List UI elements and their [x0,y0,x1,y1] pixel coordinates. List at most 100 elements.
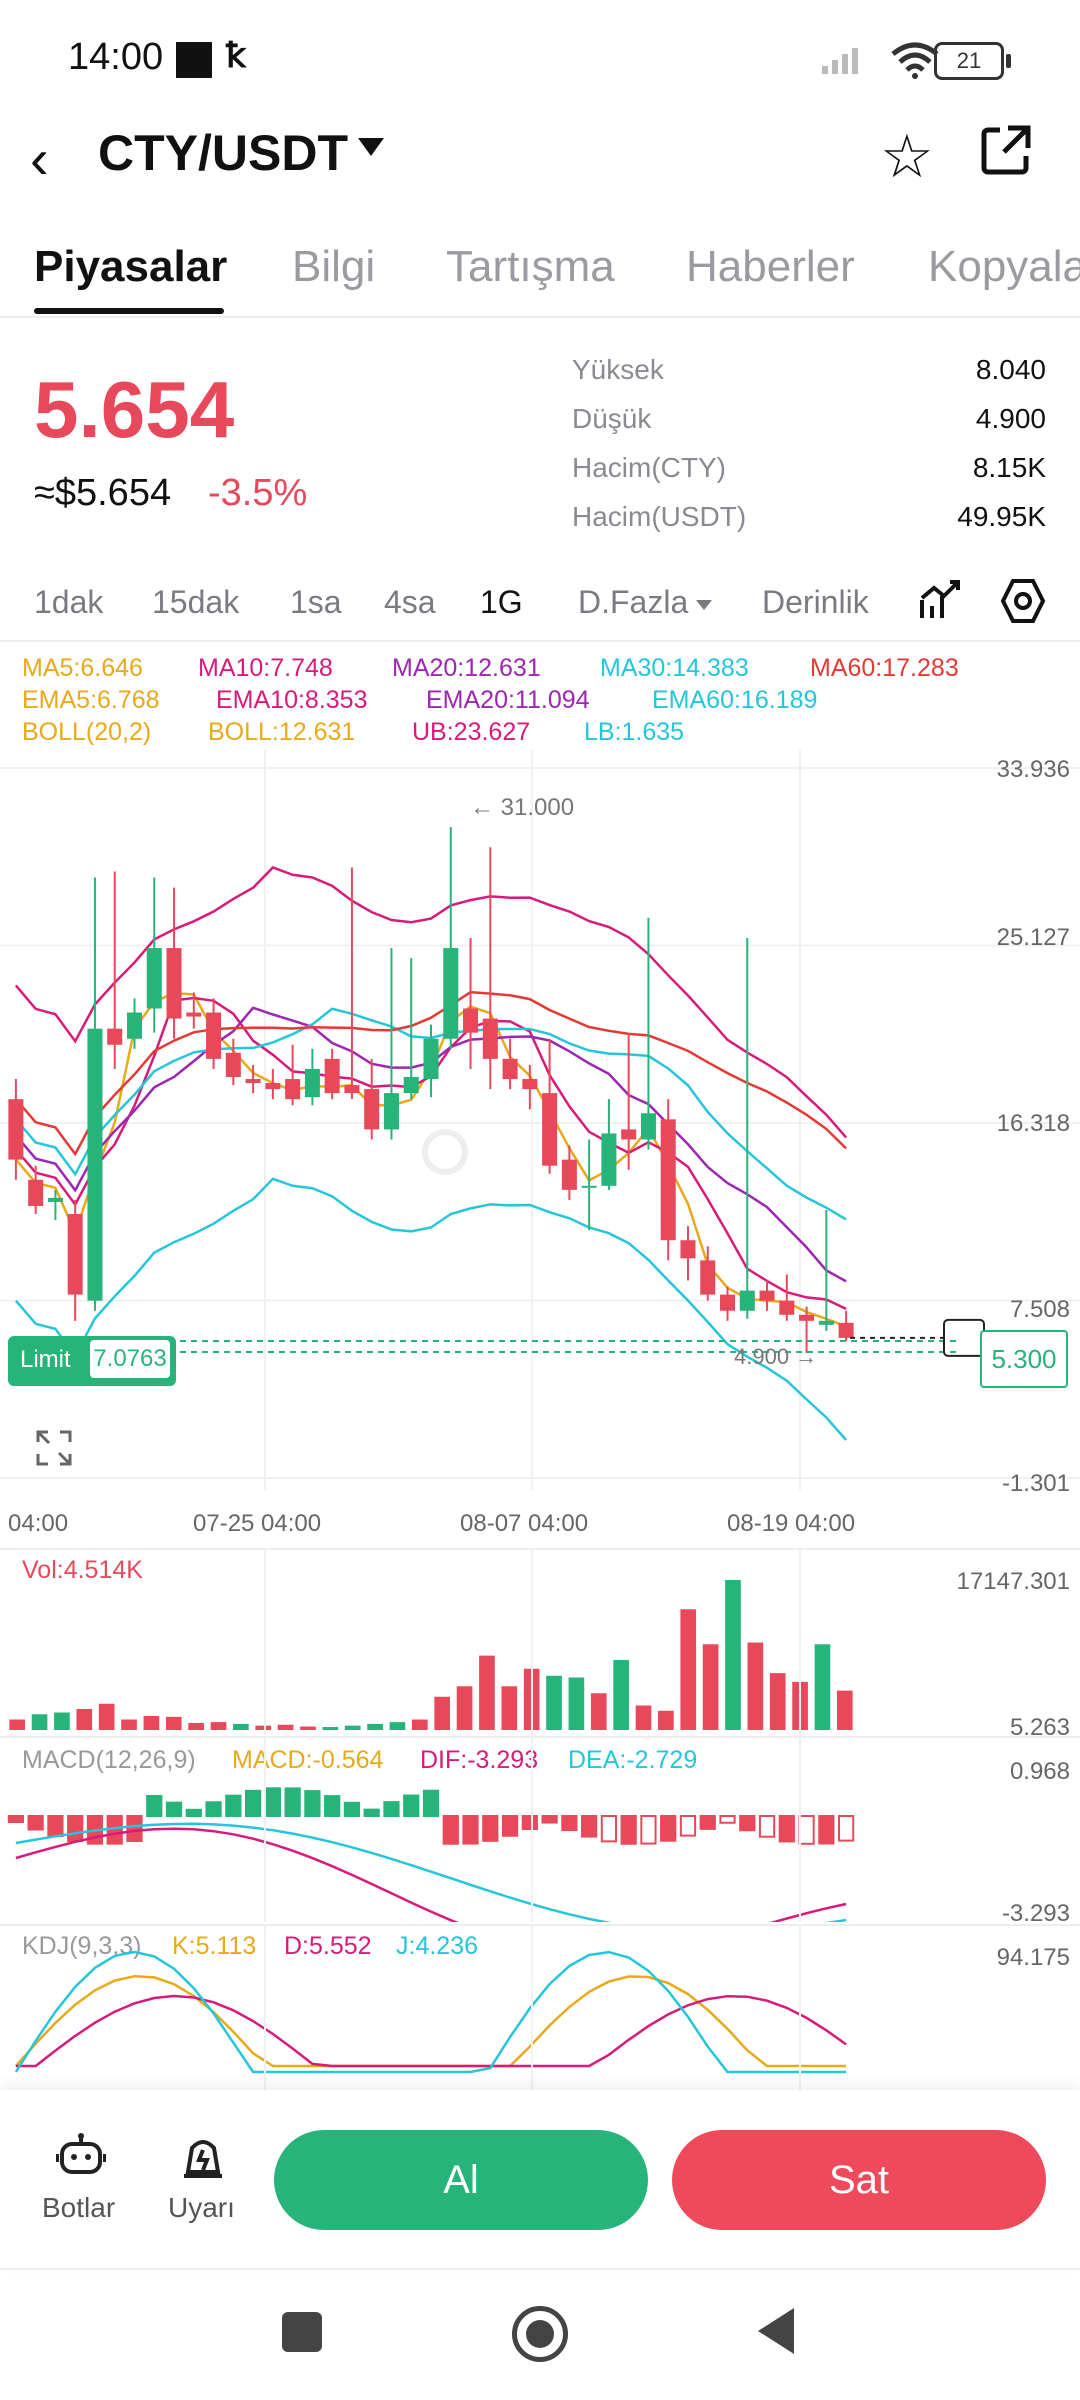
macd-histogram-bar [561,1815,578,1832]
candlestick-chart[interactable] [0,750,1080,1510]
indicator-chart-icon[interactable] [918,578,962,622]
favorite-star-icon[interactable]: ☆ [880,123,934,190]
y-tick-1: 33.936 [996,756,1070,783]
candle-body [838,1322,854,1338]
volume-chart [9,1550,853,1734]
nav-recents-icon[interactable] [282,2312,322,2352]
volume-bar [255,1725,272,1730]
candle-body [581,1185,597,1188]
macd-histogram-bar [818,1815,835,1845]
volume-bar [635,1705,652,1730]
macd-histogram-bar [343,1801,361,1817]
interval-15m[interactable]: 15dak [152,584,240,620]
tab-kopyala[interactable]: Kopyala [928,242,1080,291]
kdj-j-line [14,1950,847,2074]
candle-body [285,1079,301,1100]
chart-settings-icon[interactable] [1000,578,1046,624]
candle-body [166,948,182,1019]
candle-body [107,1028,123,1045]
macd-histogram-bar [660,1815,677,1842]
ma60-line [14,990,847,1157]
interval-1d[interactable]: 1G [480,584,523,620]
interval-1h[interactable]: 1sa [290,584,342,620]
candle-body [561,1159,577,1190]
tab-tartisma[interactable]: Tartışma [446,242,615,291]
volume-bar [9,1719,26,1730]
sell-button[interactable]: Sat [672,2130,1046,2230]
candle-body [344,1085,360,1094]
kdj-j: J:4.236 [396,1932,479,1960]
stat-value-vol-cty: 8.15K [972,452,1046,483]
volume-bar [389,1722,406,1730]
limit-order-tag[interactable]: Limit 7.0763 [8,1336,176,1386]
tab-haberler[interactable]: Haberler [686,242,855,291]
candle-body [304,1068,320,1098]
bot-robot-icon[interactable] [56,2132,106,2178]
volume-bar [658,1710,674,1730]
battery-icon: 21 [934,42,1011,80]
volume-bar [501,1686,518,1730]
interval-more[interactable]: D.Fazla [578,584,713,621]
tab-bilgi[interactable]: Bilgi [292,242,376,291]
nav-back-icon[interactable] [756,2306,796,2356]
candle-body [206,1012,222,1059]
pair-dropdown-icon[interactable] [358,138,384,156]
nav-home-icon[interactable] [512,2306,568,2362]
volume-bar [456,1686,473,1730]
pair-title[interactable]: CTY/USDT [98,125,348,181]
bots-label[interactable]: Botlar [42,2192,116,2223]
volume-bar [233,1723,249,1730]
volume-bar [590,1693,607,1730]
share-icon[interactable] [978,122,1034,178]
limit-value: 7.0763 [90,1340,170,1378]
legend-boll-lb: LB:1.635 [584,718,685,746]
volume-bar [568,1677,585,1730]
alerts-label[interactable]: Uyarı [168,2192,235,2223]
tab-piyasalar[interactable]: Piyasalar [34,242,228,291]
macd-histogram-bar [422,1789,440,1817]
volume-bar [277,1724,294,1730]
last-price: 5.654 [34,365,235,454]
legend-ma60: MA60:17.283 [810,654,959,682]
interval-4h[interactable]: 4sa [384,584,436,620]
volume-bar [188,1723,204,1730]
volume-max: 17147.301 [956,1568,1070,1595]
stat-label-vol-usdt: Hacim(USDT) [572,501,747,532]
macd-histogram-bar [600,1815,618,1843]
macd-histogram-bar [699,1815,716,1830]
kdj-max: 94.175 [996,1944,1070,1971]
interval-more-label: D.Fazla [578,584,689,620]
alert-clock-icon[interactable] [180,2132,226,2178]
x-tick-3: 08-07 04:00 [460,1510,589,1537]
macd-histogram-bar [146,1794,163,1817]
candle-body [720,1294,736,1311]
macd-histogram-bar [620,1815,637,1845]
macd-dif-line [15,1827,847,1922]
candle-body [225,1052,241,1078]
volume-bar [434,1696,451,1730]
macd-histogram-bar [462,1815,479,1845]
x-tick-2: 07-25 04:00 [193,1510,322,1537]
macd-histogram-bar [581,1815,598,1838]
x-tick-4: 08-19 04:00 [727,1510,856,1537]
macd-histogram-bar [501,1815,519,1837]
volume-bar [613,1660,629,1730]
buy-button[interactable]: Al [274,2130,648,2230]
candle-body [818,1320,834,1325]
macd-histogram-bar [185,1808,202,1817]
depth-tab[interactable]: Derinlik [762,584,869,620]
back-icon[interactable]: ‹ [30,127,49,190]
macd-histogram-bar [719,1815,736,1824]
limit-label: Limit [20,1346,71,1373]
candle-body [621,1129,637,1140]
candle-body [502,1058,518,1080]
candle-body [601,1133,617,1186]
expand-chart-icon[interactable] [34,1428,74,1468]
candle-body [522,1079,538,1090]
candle-body [779,1300,795,1315]
stat-value-vol-usdt: 49.95K [957,501,1046,532]
macd-histogram-bar [205,1801,222,1817]
volume-bar [300,1726,316,1730]
macd-histogram-bar [403,1794,420,1817]
interval-1m[interactable]: 1dak [34,584,104,620]
